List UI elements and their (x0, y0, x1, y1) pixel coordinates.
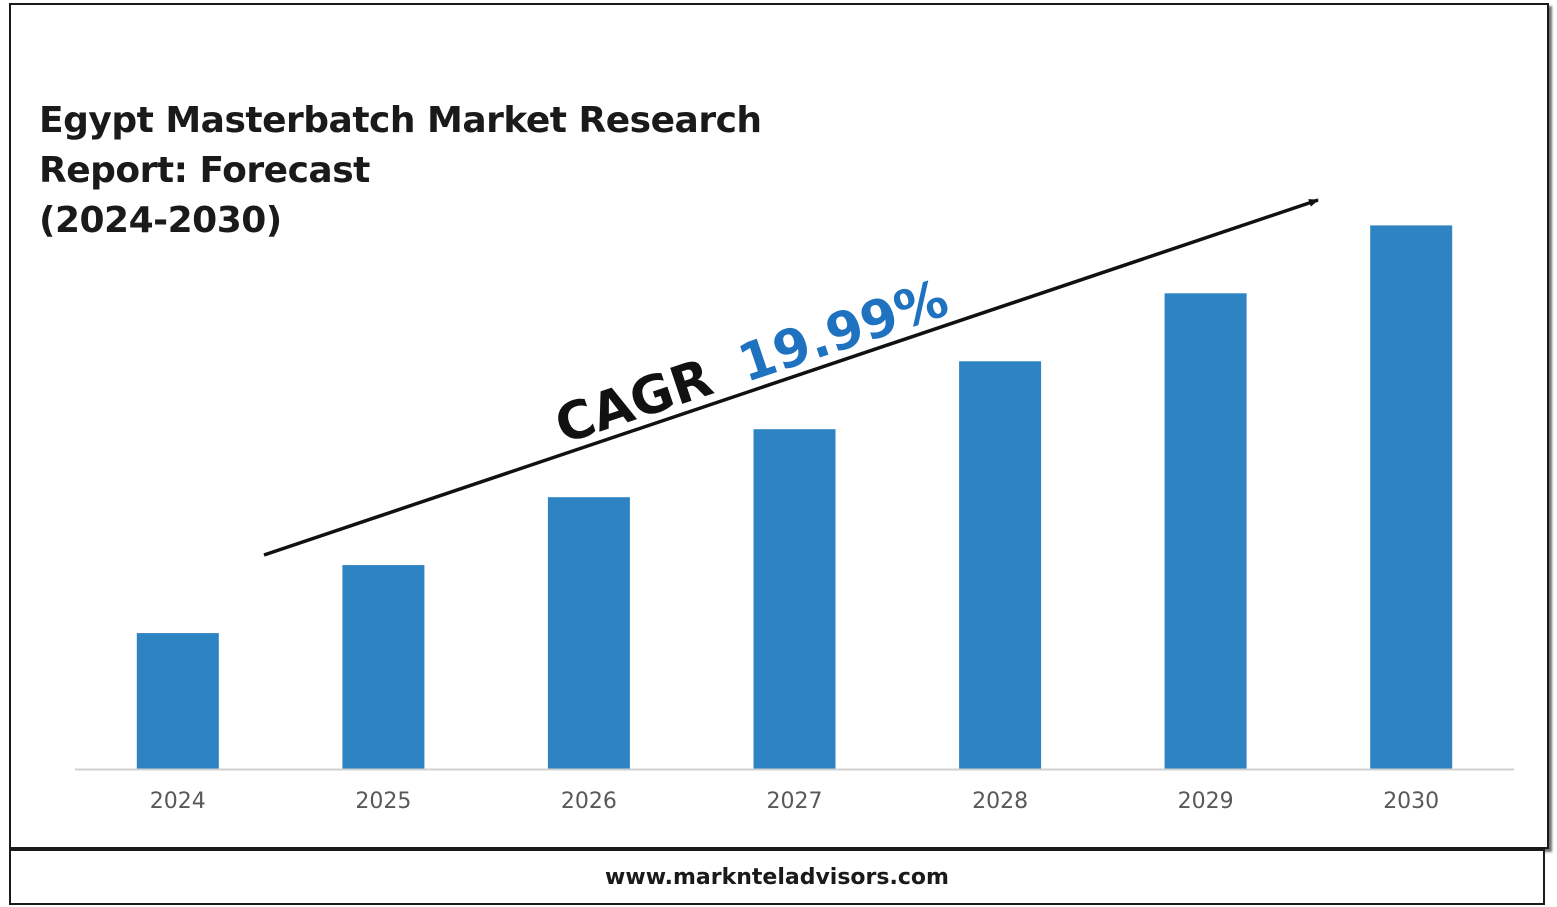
title-line-1: Egypt Masterbatch Market Research (39, 100, 762, 141)
bar-2025 (342, 565, 425, 769)
bar-2024 (136, 633, 219, 769)
growth-arrow (263, 198, 1319, 557)
chart-title: Egypt Masterbatch Market Research Report… (39, 96, 762, 246)
title-line-3: (2024-2030) (39, 200, 282, 241)
bar-2030 (1370, 225, 1453, 769)
title-line-2: Report: Forecast (39, 150, 370, 191)
x-tick-labels: 2024 2025 2026 2027 2028 2029 2030 (150, 789, 1439, 814)
x-tick-label: 2029 (1178, 789, 1234, 814)
bar-2028 (959, 361, 1042, 769)
cagr-annotation: CAGR 19.99% (548, 269, 956, 457)
bar-2026 (547, 497, 630, 769)
x-tick-label: 2027 (767, 789, 823, 814)
website-url: www.marknteladvisors.com (605, 864, 949, 890)
cagr-label: CAGR (548, 348, 720, 456)
bar-2029 (1164, 293, 1247, 769)
x-tick-label: 2024 (150, 789, 206, 814)
x-tick-label: 2030 (1383, 789, 1439, 814)
cagr-value: 19.99% (731, 269, 955, 395)
footer-bar: www.marknteladvisors.com (9, 849, 1545, 905)
bar-2027 (753, 429, 836, 769)
bars-layer (136, 225, 1453, 769)
x-tick-label: 2025 (355, 789, 411, 814)
x-tick-label: 2026 (561, 789, 617, 814)
x-tick-label: 2028 (972, 789, 1028, 814)
